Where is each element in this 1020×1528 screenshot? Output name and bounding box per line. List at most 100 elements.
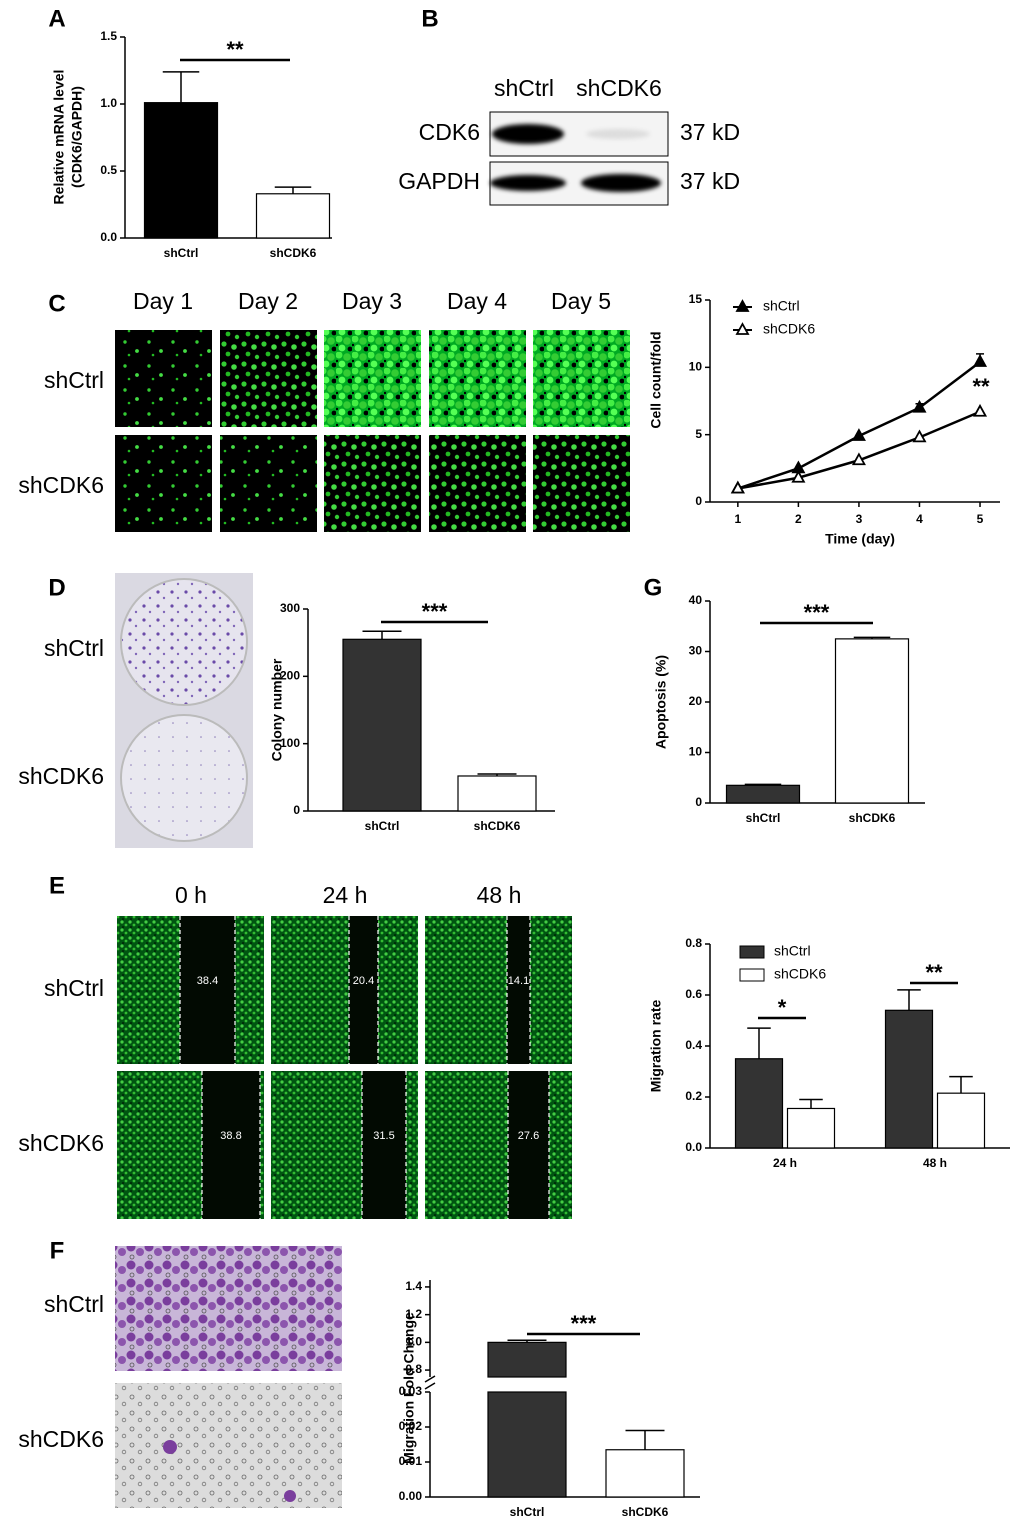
y-tick-label: 300 bbox=[280, 601, 300, 615]
marker bbox=[912, 399, 927, 413]
bar bbox=[342, 638, 422, 812]
row-label: shCDK6 bbox=[18, 763, 104, 789]
x-tick-label: shCtrl bbox=[365, 819, 400, 833]
bar bbox=[255, 193, 331, 239]
significance-label: ** bbox=[972, 374, 990, 399]
wound-gap bbox=[362, 1071, 406, 1219]
panel-label: D bbox=[48, 574, 65, 601]
transwell-image bbox=[115, 1383, 342, 1508]
bar bbox=[884, 1009, 934, 1149]
axis-break bbox=[424, 1375, 436, 1383]
legend-marker bbox=[735, 299, 750, 312]
bar bbox=[834, 638, 910, 804]
y-tick-label: 0.01 bbox=[399, 1454, 423, 1468]
x-tick-label: 5 bbox=[977, 512, 984, 526]
protein-label: CDK6 bbox=[419, 119, 480, 145]
y-tick-label: 0.6 bbox=[685, 987, 702, 1001]
x-tick-label: 4 bbox=[916, 512, 923, 526]
row-label: shCtrl bbox=[44, 635, 104, 661]
marker bbox=[791, 469, 806, 483]
y-tick-label: 0 bbox=[293, 803, 300, 817]
panel-label: F bbox=[50, 1237, 65, 1264]
fluorescence-image bbox=[324, 435, 421, 532]
bar bbox=[457, 775, 537, 812]
y-tick-label: 1.5 bbox=[100, 29, 117, 43]
y-tick-label: 0.0 bbox=[685, 1140, 702, 1154]
bar bbox=[936, 1092, 986, 1149]
column-label: 24 h bbox=[323, 882, 368, 908]
x-tick-label: shCtrl bbox=[746, 811, 781, 825]
wound-gap bbox=[349, 916, 378, 1064]
error-bar bbox=[507, 1339, 547, 1343]
bar-segment bbox=[487, 1391, 567, 1498]
marker bbox=[972, 354, 988, 367]
wound-gap bbox=[508, 1071, 549, 1219]
wound-gap bbox=[202, 1071, 260, 1219]
y-tick-label: 15 bbox=[689, 292, 703, 306]
marker bbox=[912, 429, 927, 443]
wound-gap bbox=[180, 916, 235, 1064]
colony-well bbox=[120, 714, 248, 842]
y-axis-label: Migration Fold Change bbox=[401, 1312, 417, 1464]
fluorescence-image bbox=[220, 435, 317, 532]
marker bbox=[972, 403, 988, 417]
y-axis-label: Colony number bbox=[269, 658, 285, 761]
significance-label: ** bbox=[925, 960, 943, 985]
x-tick-label: 1 bbox=[735, 512, 742, 526]
panel-label: C bbox=[48, 290, 65, 317]
error-bar bbox=[897, 989, 921, 1011]
y-tick-label: 0.8 bbox=[685, 936, 702, 950]
fluorescence-image bbox=[429, 435, 526, 532]
y-tick-label: 0.02 bbox=[399, 1419, 423, 1433]
row-label: shCtrl bbox=[44, 367, 104, 393]
colony-well bbox=[120, 578, 248, 706]
wound-width: 31.5 bbox=[373, 1130, 394, 1142]
y-tick-label: 30 bbox=[689, 644, 703, 658]
x-axis-label: Time (day) bbox=[825, 531, 895, 547]
wound-width: 14.1 bbox=[508, 975, 529, 987]
y-tick-label: 0.0 bbox=[100, 230, 117, 244]
significance-label: * bbox=[778, 995, 787, 1020]
wound-gap bbox=[507, 916, 530, 1064]
x-tick-label: shCtrl bbox=[510, 1505, 545, 1519]
marker bbox=[851, 452, 866, 466]
row-label: shCDK6 bbox=[18, 1426, 104, 1452]
y-tick-label: 0 bbox=[695, 494, 702, 508]
bar-segment bbox=[487, 1341, 567, 1378]
panel-label: E bbox=[49, 872, 65, 899]
x-tick-label: shCtrl bbox=[164, 246, 199, 260]
lane-label: shCtrl bbox=[494, 75, 554, 101]
bar bbox=[605, 1449, 685, 1498]
y-axis-label: Cell count/fold bbox=[648, 331, 664, 428]
error-bar bbox=[949, 1075, 973, 1094]
error-bar bbox=[625, 1429, 665, 1450]
row-label: shCtrl bbox=[44, 1291, 104, 1317]
blot-band bbox=[492, 124, 564, 144]
y-axis-label: Migration rate bbox=[648, 1000, 664, 1093]
column-label: 48 h bbox=[477, 882, 522, 908]
significance-label: *** bbox=[804, 600, 830, 625]
legend-label: shCtrl bbox=[774, 943, 811, 959]
y-tick-label: 0.03 bbox=[399, 1384, 423, 1398]
y-tick-label: 200 bbox=[280, 669, 300, 683]
axis-break bbox=[424, 1382, 436, 1390]
size-label: 37 kD bbox=[680, 168, 740, 194]
legend-swatch bbox=[739, 968, 765, 982]
y-tick-label: 0.5 bbox=[100, 163, 117, 177]
panel-label: G bbox=[644, 574, 663, 601]
legend-marker bbox=[735, 322, 750, 335]
y-tick-label: 0.2 bbox=[685, 1089, 702, 1103]
transwell-image bbox=[115, 1246, 342, 1371]
y-tick-label: 1.4 bbox=[405, 1279, 422, 1293]
bar bbox=[487, 1341, 567, 1498]
column-label: Day 3 bbox=[342, 288, 402, 314]
y-tick-label: 0.8 bbox=[405, 1362, 422, 1376]
y-tick-label: 40 bbox=[689, 593, 703, 607]
fluorescence-image bbox=[115, 330, 212, 427]
error-bar bbox=[274, 186, 312, 194]
x-tick-label: 48 h bbox=[923, 1156, 947, 1170]
y-tick-label: 1.2 bbox=[405, 1307, 422, 1321]
legend-swatch bbox=[739, 945, 765, 959]
error-bar bbox=[362, 630, 402, 640]
